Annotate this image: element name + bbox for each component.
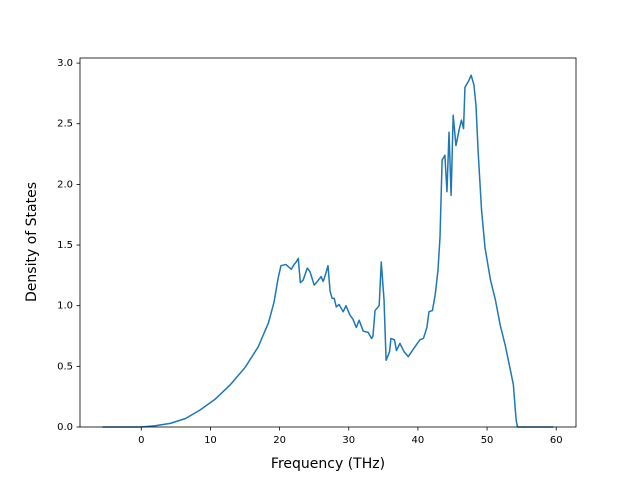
- y-tick-label: 0.0: [57, 422, 73, 433]
- x-tick-label: 60: [550, 435, 563, 446]
- x-tick-label: 0: [138, 435, 144, 446]
- x-tick-label: 10: [204, 435, 217, 446]
- data-line: [102, 74, 554, 428]
- y-tick-label: 1.5: [57, 240, 73, 251]
- x-axis-title: Frequency (THz): [271, 456, 385, 472]
- x-tick-label: 20: [273, 435, 286, 446]
- y-axis-title: Density of States: [24, 182, 40, 302]
- plot-frame: [79, 57, 577, 428]
- y-tick-label: 0.5: [57, 361, 73, 372]
- x-tick-label: 50: [481, 435, 494, 446]
- y-tick-label: 1.0: [57, 301, 73, 312]
- y-tick-label: 3.0: [57, 58, 73, 69]
- y-tick-label: 2.5: [57, 119, 73, 130]
- y-tick-label: 2.0: [57, 179, 73, 190]
- x-tick-label: 30: [342, 435, 355, 446]
- x-tick-label: 40: [412, 435, 425, 446]
